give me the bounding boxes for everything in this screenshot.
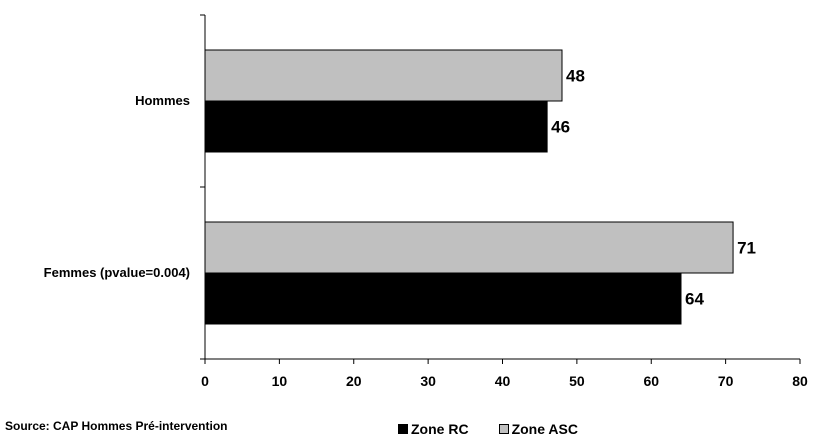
category-label: Femmes (pvalue=0.004): [44, 265, 190, 280]
x-tick-label: 50: [569, 373, 585, 389]
bar: [204, 49, 563, 102]
data-label: 71: [737, 239, 756, 258]
bar: [204, 272, 682, 325]
legend-label-zone-rc: Zone RC: [411, 421, 469, 437]
x-tick-label: 10: [272, 373, 288, 389]
legend-swatch-zone-asc: [498, 424, 509, 434]
x-tick-label: 40: [495, 373, 511, 389]
x-tick-label: 60: [643, 373, 659, 389]
data-label: 46: [551, 118, 570, 137]
bar-chart: 0 10 20 30 40 50 60 70 80 Hommes 48 46 Femmes (pvalu…: [44, 14, 808, 389]
bar: [204, 100, 548, 153]
x-tick-label: 20: [346, 373, 362, 389]
legend-item-zone-asc: Zone ASC: [498, 421, 578, 437]
legend-swatch-zone-rc: [398, 424, 408, 434]
category-label: Hommes: [135, 93, 190, 108]
x-tick-label: 30: [420, 373, 436, 389]
legend: Zone RC Zone ASC: [398, 421, 608, 437]
x-tick-label: 80: [792, 373, 808, 389]
legend-item-zone-rc: Zone RC: [398, 421, 469, 437]
data-label: 48: [566, 67, 585, 86]
legend-label-zone-asc: Zone ASC: [511, 421, 578, 437]
data-label: 64: [685, 290, 704, 309]
source-note: Source: CAP Hommes Pré-intervention: [5, 419, 228, 433]
x-tick-label: 0: [201, 373, 209, 389]
x-tick-label: 70: [718, 373, 734, 389]
bar: [204, 221, 734, 274]
